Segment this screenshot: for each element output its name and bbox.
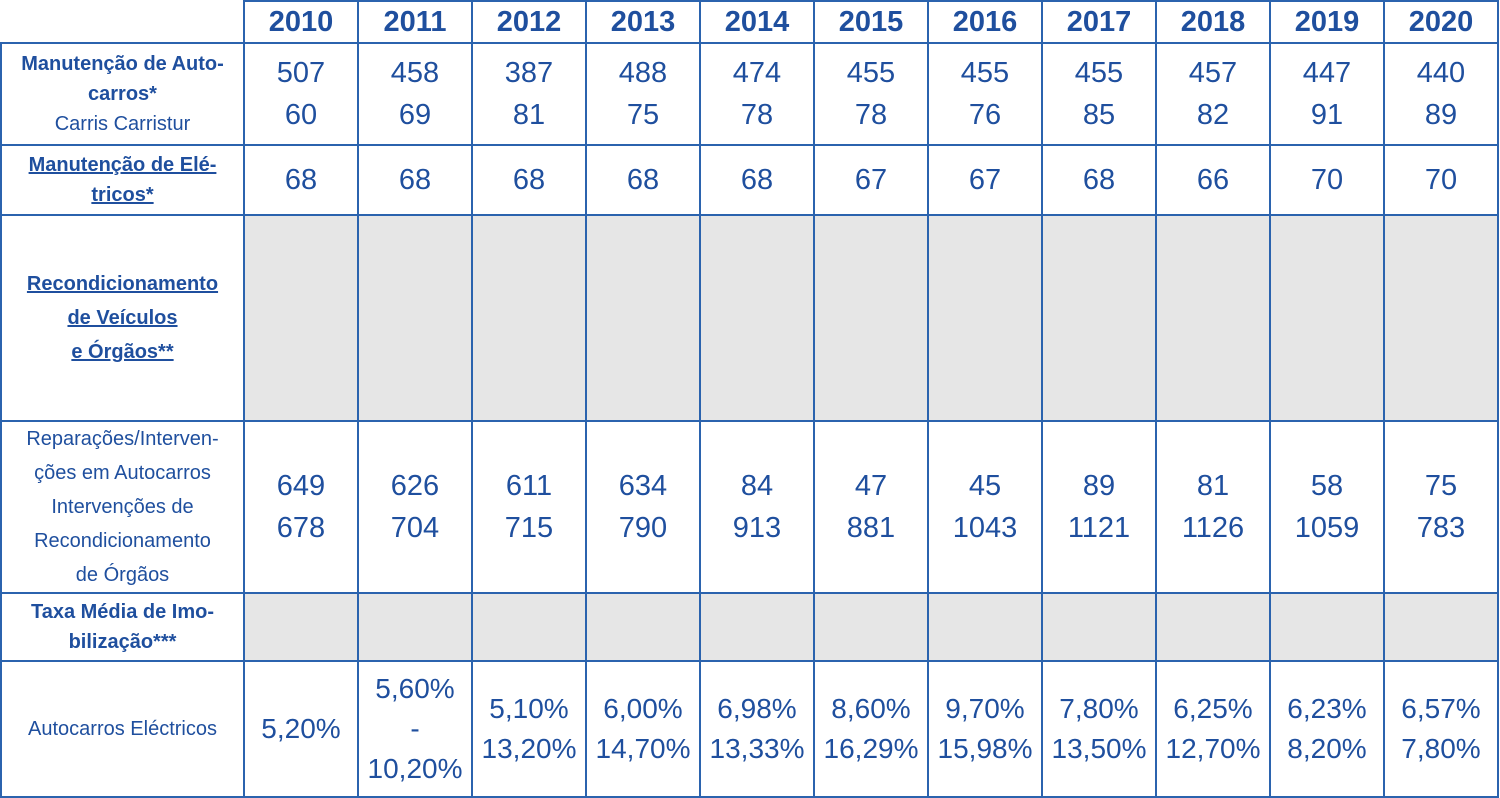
row-label-reparacoes: Reparações/Interven- ções em Autocarros … bbox=[0, 420, 245, 594]
empty-cell bbox=[1383, 592, 1499, 662]
header-row: 2010 2011 2012 2013 2014 2015 2016 2017 … bbox=[1, 0, 1499, 44]
row-reparacoes: Reparações/Interven- ções em Autocarros … bbox=[0, 420, 1499, 594]
value-cell: 440 89 bbox=[1383, 42, 1499, 146]
year-header: 2018 bbox=[1155, 0, 1271, 44]
row-manutencao-autocarros: Manutenção de Auto- carros* Carris Carri… bbox=[0, 42, 1499, 146]
value-cell: 507 60 bbox=[243, 42, 359, 146]
value-cell: 5,20% bbox=[243, 660, 359, 798]
empty-cell bbox=[1041, 592, 1157, 662]
value-cell: 84 913 bbox=[699, 420, 815, 594]
empty-cell bbox=[927, 592, 1043, 662]
value-cell: 5,60% - 10,20% bbox=[357, 660, 473, 798]
value-cell: 6,23% 8,20% bbox=[1269, 660, 1385, 798]
empty-cell bbox=[1155, 592, 1271, 662]
value-cell: 7,80% 13,50% bbox=[1041, 660, 1157, 798]
value-cell: 68 bbox=[243, 144, 359, 216]
value-cell: 66 bbox=[1155, 144, 1271, 216]
year-header: 2019 bbox=[1269, 0, 1385, 44]
value-cell: 75 783 bbox=[1383, 420, 1499, 594]
year-header: 2011 bbox=[357, 0, 473, 44]
value-cell: 68 bbox=[471, 144, 587, 216]
value-cell: 81 1126 bbox=[1155, 420, 1271, 594]
row-label-autocarros-electricos: Autocarros Eléctricos bbox=[0, 660, 245, 798]
value-cell: 455 78 bbox=[813, 42, 929, 146]
value-cell: 5,10% 13,20% bbox=[471, 660, 587, 798]
empty-cell bbox=[1269, 592, 1385, 662]
empty-cell bbox=[813, 214, 929, 422]
empty-cell bbox=[357, 592, 473, 662]
year-header: 2010 bbox=[243, 0, 359, 44]
value-cell: 68 bbox=[357, 144, 473, 216]
header-corner-cell bbox=[1, 1, 245, 44]
value-cell: 68 bbox=[1041, 144, 1157, 216]
empty-cell bbox=[471, 592, 587, 662]
empty-cell bbox=[1041, 214, 1157, 422]
value-cell: 9,70% 15,98% bbox=[927, 660, 1043, 798]
year-header: 2016 bbox=[927, 0, 1043, 44]
year-header: 2014 bbox=[699, 0, 815, 44]
row-recondicionamento: Recondicionamento de Veículos e Órgãos** bbox=[0, 214, 1499, 422]
row-taxa-imobilizacao: Taxa Média de Imo- bilização*** bbox=[0, 592, 1499, 662]
value-cell: 387 81 bbox=[471, 42, 587, 146]
value-cell: 6,98% 13,33% bbox=[699, 660, 815, 798]
value-cell: 45 1043 bbox=[927, 420, 1043, 594]
value-cell: 649 678 bbox=[243, 420, 359, 594]
empty-cell bbox=[243, 592, 359, 662]
value-cell: 474 78 bbox=[699, 42, 815, 146]
value-cell: 455 85 bbox=[1041, 42, 1157, 146]
row-manutencao-electricos: Manutenção de Elé-tricos* 68 68 68 68 68… bbox=[0, 144, 1499, 216]
value-cell: 70 bbox=[1383, 144, 1499, 216]
value-cell: 89 1121 bbox=[1041, 420, 1157, 594]
year-header: 2013 bbox=[585, 0, 701, 44]
row-autocarros-electricos: Autocarros Eléctricos 5,20% 5,60% - 10,20… bbox=[0, 660, 1499, 798]
row-label-taxa-imobilizacao: Taxa Média de Imo- bilização*** bbox=[0, 592, 245, 662]
empty-cell bbox=[585, 592, 701, 662]
value-cell: 68 bbox=[699, 144, 815, 216]
empty-cell bbox=[699, 592, 815, 662]
value-cell: 458 69 bbox=[357, 42, 473, 146]
year-header: 2012 bbox=[471, 0, 587, 44]
empty-cell bbox=[927, 214, 1043, 422]
empty-cell bbox=[471, 214, 587, 422]
value-cell: 6,00% 14,70% bbox=[585, 660, 701, 798]
value-cell: 634 790 bbox=[585, 420, 701, 594]
empty-cell bbox=[243, 214, 359, 422]
value-cell: 457 82 bbox=[1155, 42, 1271, 146]
empty-cell bbox=[357, 214, 473, 422]
empty-cell bbox=[1383, 214, 1499, 422]
value-cell: 6,57% 7,80% bbox=[1383, 660, 1499, 798]
value-cell: 6,25% 12,70% bbox=[1155, 660, 1271, 798]
value-cell: 47 881 bbox=[813, 420, 929, 594]
row-label-manutencao-electricos[interactable]: Manutenção de Elé-tricos* bbox=[0, 144, 245, 216]
value-cell: 626 704 bbox=[357, 420, 473, 594]
year-header: 2020 bbox=[1383, 0, 1499, 44]
year-header: 2015 bbox=[813, 0, 929, 44]
empty-cell bbox=[813, 592, 929, 662]
empty-cell bbox=[699, 214, 815, 422]
value-cell: 611 715 bbox=[471, 420, 587, 594]
value-cell: 488 75 bbox=[585, 42, 701, 146]
value-cell: 67 bbox=[927, 144, 1043, 216]
year-header: 2017 bbox=[1041, 0, 1157, 44]
value-cell: 68 bbox=[585, 144, 701, 216]
empty-cell bbox=[1269, 214, 1385, 422]
empty-cell bbox=[1155, 214, 1271, 422]
value-cell: 70 bbox=[1269, 144, 1385, 216]
value-cell: 8,60% 16,29% bbox=[813, 660, 929, 798]
row-label-recondicionamento[interactable]: Recondicionamento de Veículos e Órgãos** bbox=[0, 214, 245, 422]
value-cell: 67 bbox=[813, 144, 929, 216]
empty-cell bbox=[585, 214, 701, 422]
row-label-manutencao-autocarros: Manutenção de Auto- carros* Carris Carri… bbox=[0, 42, 245, 146]
value-cell: 455 76 bbox=[927, 42, 1043, 146]
value-cell: 447 91 bbox=[1269, 42, 1385, 146]
value-cell: 58 1059 bbox=[1269, 420, 1385, 594]
